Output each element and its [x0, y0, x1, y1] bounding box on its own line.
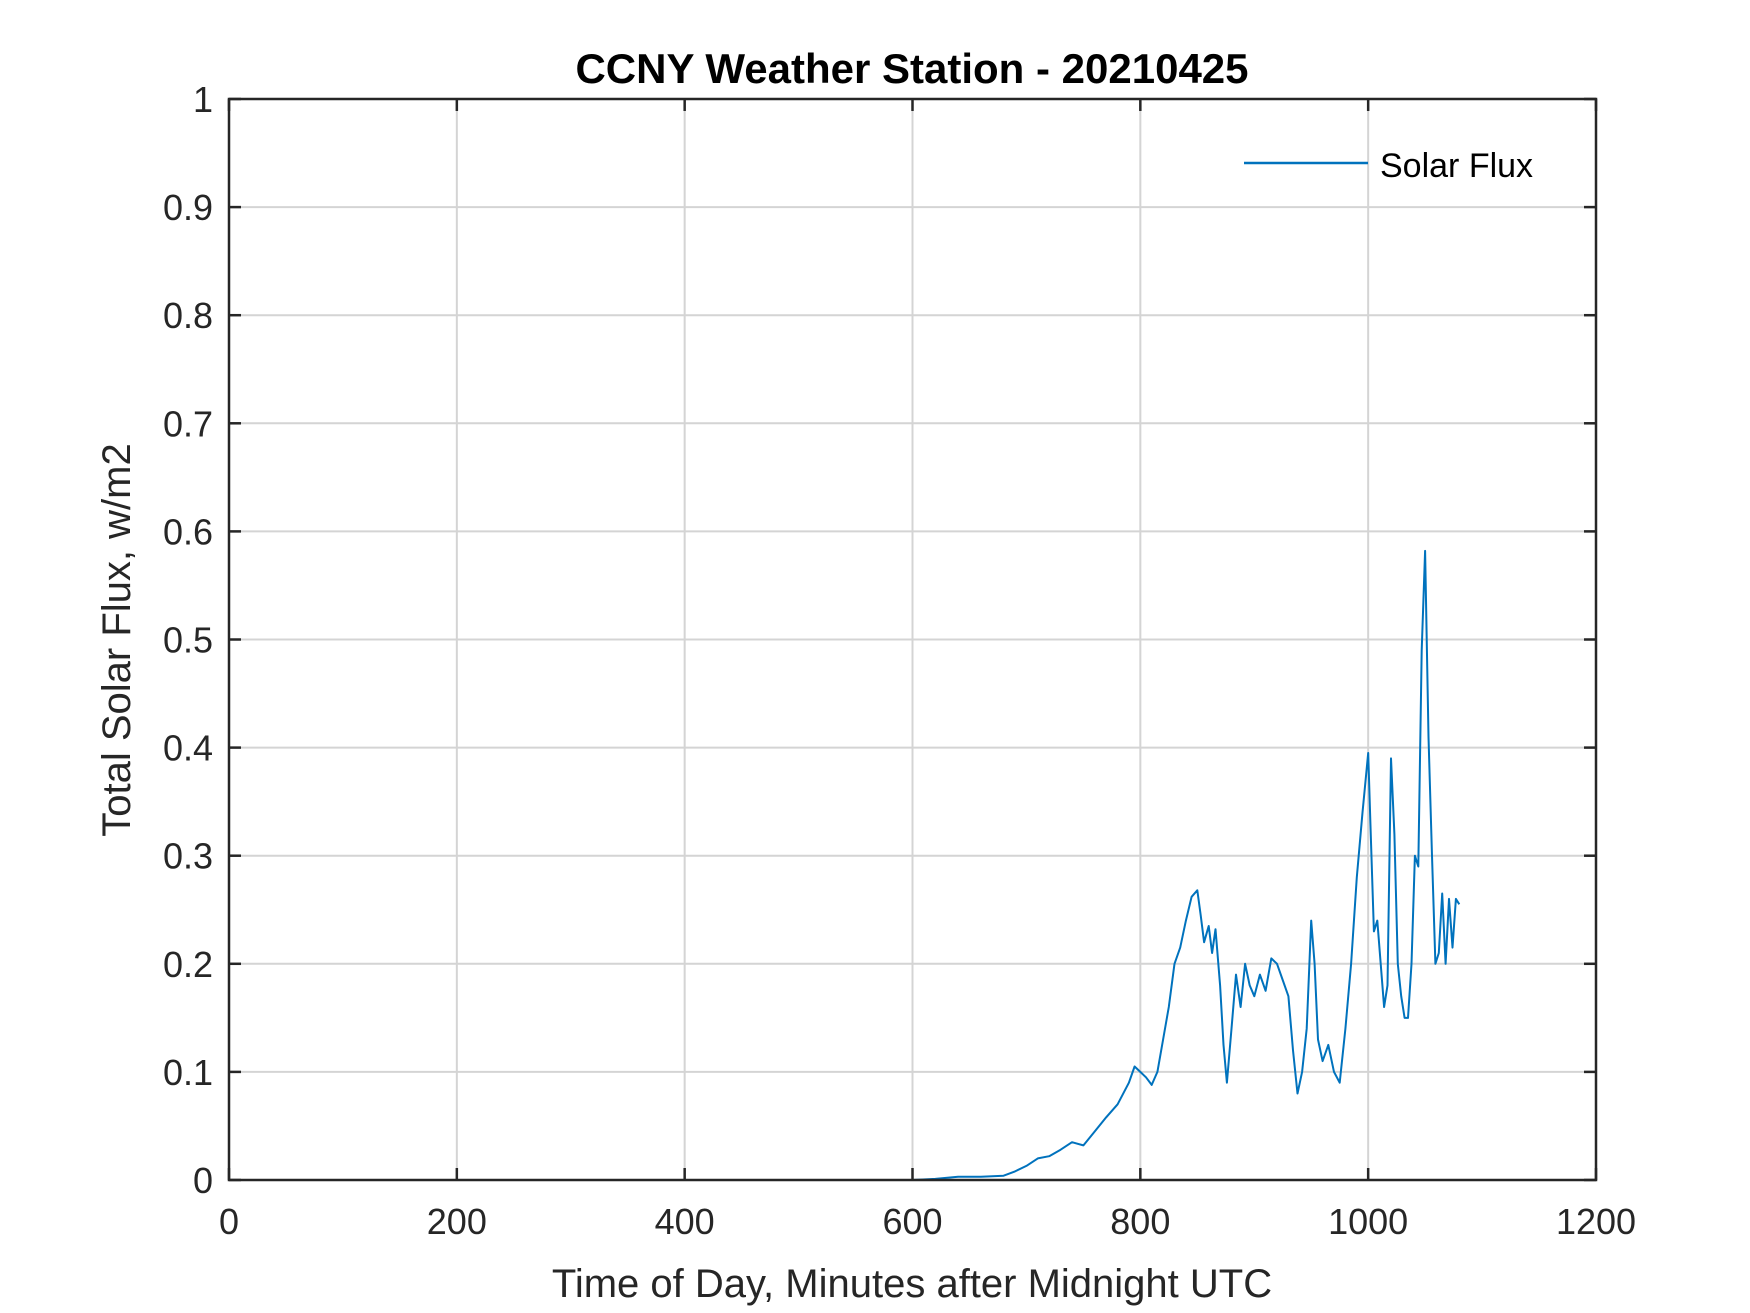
- y-tick-label: 0.3: [163, 836, 213, 877]
- x-tick-label: 600: [882, 1201, 942, 1242]
- y-tick-label: 1: [193, 79, 213, 120]
- y-tick-label: 0.2: [163, 944, 213, 985]
- x-tick-label: 1000: [1328, 1201, 1408, 1242]
- x-tick-label: 0: [219, 1201, 239, 1242]
- x-tick-label: 400: [655, 1201, 715, 1242]
- x-tick-label: 1200: [1556, 1201, 1636, 1242]
- x-tick-label: 200: [427, 1201, 487, 1242]
- legend: Solar Flux: [1244, 147, 1533, 185]
- chart-title: CCNY Weather Station - 20210425: [575, 45, 1248, 92]
- y-tick-label: 0.7: [163, 403, 213, 444]
- y-tick-label: 0.8: [163, 295, 213, 336]
- series-layer: [229, 549, 1461, 1181]
- legend-label-solar-flux: Solar Flux: [1380, 147, 1533, 185]
- x-tick-label: 800: [1110, 1201, 1170, 1242]
- y-tick-label: 0.6: [163, 511, 213, 552]
- y-tick-label: 0.9: [163, 187, 213, 228]
- y-axis-label: Total Solar Flux, w/m2: [95, 443, 139, 836]
- series-line-solar-flux: [229, 549, 1461, 1181]
- y-tick-label: 0.1: [163, 1052, 213, 1093]
- ticks: 0 200 400 600 800 1000 1200 0 0.1 0.2 0.3 0.4 0.5 0.6…: [163, 79, 1636, 1242]
- x-axis-label: Time of Day, Minutes after Midnight UTC: [552, 1262, 1272, 1306]
- y-tick-label: 0.5: [163, 620, 213, 661]
- y-tick-label: 0.4: [163, 728, 213, 769]
- y-tick-label: 0: [193, 1160, 213, 1201]
